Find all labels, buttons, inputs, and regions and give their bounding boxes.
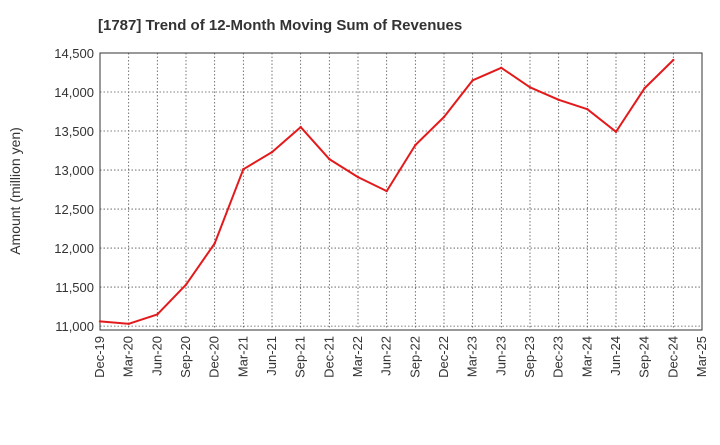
x-tick-label: Mar-25 (694, 336, 709, 377)
plot-frame (99, 52, 703, 331)
x-tick-label: Jun-20 (149, 336, 164, 376)
data-point (442, 115, 446, 119)
x-tick-label: Sep-24 (637, 336, 652, 378)
x-tick-label: Jun-21 (264, 336, 279, 376)
x-tick-label: Mar-23 (465, 336, 480, 377)
x-tick-label: Dec-24 (665, 336, 680, 378)
axes (99, 52, 703, 331)
x-tick-label: Jun-24 (608, 336, 623, 376)
data-point (98, 320, 102, 323)
x-tick-label: Mar-21 (235, 336, 250, 377)
y-axis-label: Amount (million yen) (7, 127, 23, 255)
data-point (557, 98, 560, 102)
data-point (672, 58, 675, 62)
data-point (528, 86, 532, 89)
data-point (213, 242, 216, 245)
x-tick-label: Jun-22 (379, 336, 394, 376)
x-tick-label: Dec-21 (321, 336, 336, 378)
y-tick-label: 12,000 (54, 241, 94, 256)
x-tick-label: Mar-20 (121, 336, 136, 377)
x-tick-label: Sep-20 (178, 336, 193, 378)
x-tick-labels: Dec-19 Mar-20 Jun-20 Sep-20 Dec-20 Mar-21 Jun-… (92, 336, 709, 378)
x-tick-label: Mar-24 (579, 336, 594, 377)
x-tick-label: Dec-19 (92, 336, 107, 378)
data-point (414, 143, 417, 147)
x-tick-label: Sep-21 (293, 336, 308, 378)
data-point (471, 79, 474, 82)
x-tick-label: Dec-22 (436, 336, 451, 378)
y-tick-label: 12,500 (54, 202, 94, 217)
y-tick-label: 13,500 (54, 124, 94, 139)
y-tick-label: 11,000 (55, 319, 94, 334)
data-point (356, 175, 360, 179)
y-tick-label: 14,500 (54, 46, 94, 61)
data-point (328, 157, 331, 161)
x-tick-label: Sep-23 (522, 336, 537, 378)
y-tick-label: 14,000 (54, 85, 94, 100)
data-point (270, 150, 274, 154)
x-tick-label: Mar-22 (350, 336, 365, 377)
data-point (586, 107, 589, 111)
data-point (385, 189, 388, 193)
x-tick-label: Dec-23 (551, 336, 566, 378)
data-point (242, 168, 245, 171)
data-point (299, 125, 302, 129)
y-tick-labels: 11,000 11,500 12,000 12,500 13,000 13,500 14,0… (54, 46, 94, 334)
series (98, 58, 675, 325)
x-tick-label: Sep-22 (407, 336, 422, 378)
y-tick-label: 13,000 (54, 163, 94, 178)
x-tick-label: Jun-23 (493, 336, 508, 376)
x-tick-label: Dec-20 (207, 336, 222, 378)
data-point (127, 322, 130, 325)
data-point (643, 86, 646, 90)
data-point (156, 313, 159, 316)
chart-title: [1787] Trend of 12-Month Moving Sum of R… (98, 17, 462, 34)
data-point (184, 283, 188, 286)
y-tick-label: 11,500 (55, 280, 94, 295)
grid (99, 52, 703, 330)
data-point (614, 130, 618, 134)
data-point (500, 66, 503, 70)
